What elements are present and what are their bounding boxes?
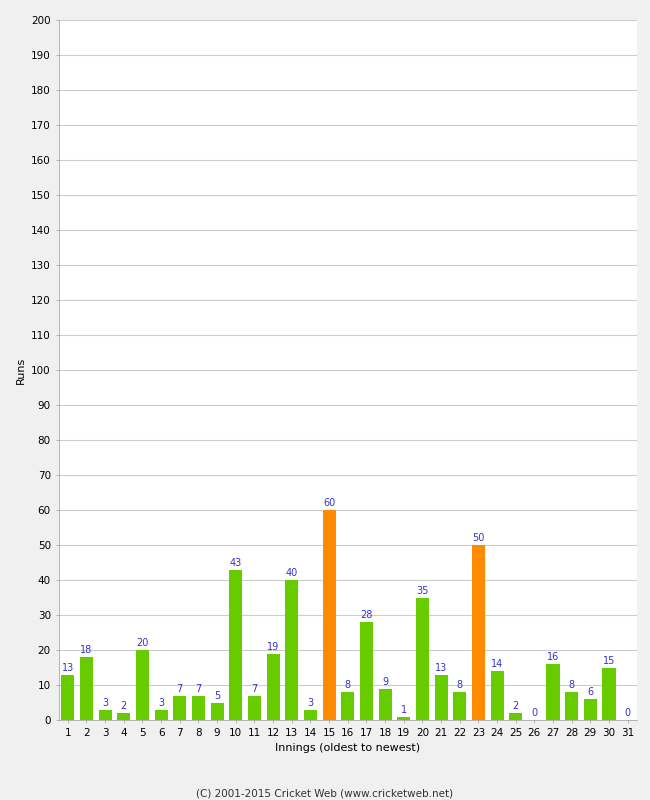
Text: 50: 50: [472, 534, 484, 543]
Text: 2: 2: [513, 702, 519, 711]
Bar: [584, 699, 597, 720]
Bar: [322, 510, 335, 720]
Bar: [603, 667, 616, 720]
Bar: [434, 674, 448, 720]
Bar: [341, 692, 354, 720]
Text: 14: 14: [491, 659, 503, 670]
Bar: [155, 710, 168, 720]
Text: 20: 20: [136, 638, 149, 648]
Text: 5: 5: [214, 690, 220, 701]
Text: 13: 13: [435, 662, 447, 673]
Bar: [211, 702, 224, 720]
Bar: [491, 671, 504, 720]
Text: 3: 3: [158, 698, 164, 708]
Text: 0: 0: [531, 708, 538, 718]
Text: 2: 2: [121, 702, 127, 711]
Text: 9: 9: [382, 677, 388, 686]
X-axis label: Innings (oldest to newest): Innings (oldest to newest): [275, 743, 421, 753]
Text: 7: 7: [252, 684, 257, 694]
Text: 13: 13: [62, 662, 74, 673]
Bar: [304, 710, 317, 720]
Bar: [285, 580, 298, 720]
Bar: [360, 622, 373, 720]
Bar: [229, 570, 242, 720]
Text: 3: 3: [102, 698, 108, 708]
Bar: [174, 695, 187, 720]
Bar: [266, 654, 280, 720]
Text: 0: 0: [625, 708, 630, 718]
Text: 3: 3: [307, 698, 313, 708]
Text: 43: 43: [229, 558, 242, 568]
Bar: [565, 692, 578, 720]
Text: 6: 6: [588, 687, 593, 698]
Text: 1: 1: [400, 705, 407, 714]
Text: 19: 19: [267, 642, 280, 652]
Bar: [61, 674, 74, 720]
Bar: [248, 695, 261, 720]
Bar: [192, 695, 205, 720]
Text: 18: 18: [81, 646, 92, 655]
Text: 28: 28: [360, 610, 372, 620]
Bar: [397, 717, 410, 720]
Text: 40: 40: [285, 568, 298, 578]
Bar: [472, 545, 485, 720]
Bar: [378, 689, 391, 720]
Bar: [80, 657, 93, 720]
Text: (C) 2001-2015 Cricket Web (www.cricketweb.net): (C) 2001-2015 Cricket Web (www.cricketwe…: [196, 788, 454, 798]
Text: 8: 8: [569, 680, 575, 690]
Text: 16: 16: [547, 652, 559, 662]
Text: 7: 7: [177, 684, 183, 694]
Bar: [117, 713, 131, 720]
Bar: [509, 713, 522, 720]
Bar: [99, 710, 112, 720]
Bar: [136, 650, 149, 720]
Text: 8: 8: [457, 680, 463, 690]
Text: 15: 15: [603, 656, 615, 666]
Text: 60: 60: [323, 498, 335, 508]
Bar: [416, 598, 429, 720]
Y-axis label: Runs: Runs: [16, 356, 25, 384]
Bar: [547, 664, 560, 720]
Text: 35: 35: [416, 586, 428, 596]
Text: 8: 8: [344, 680, 351, 690]
Text: 7: 7: [196, 684, 202, 694]
Bar: [453, 692, 466, 720]
